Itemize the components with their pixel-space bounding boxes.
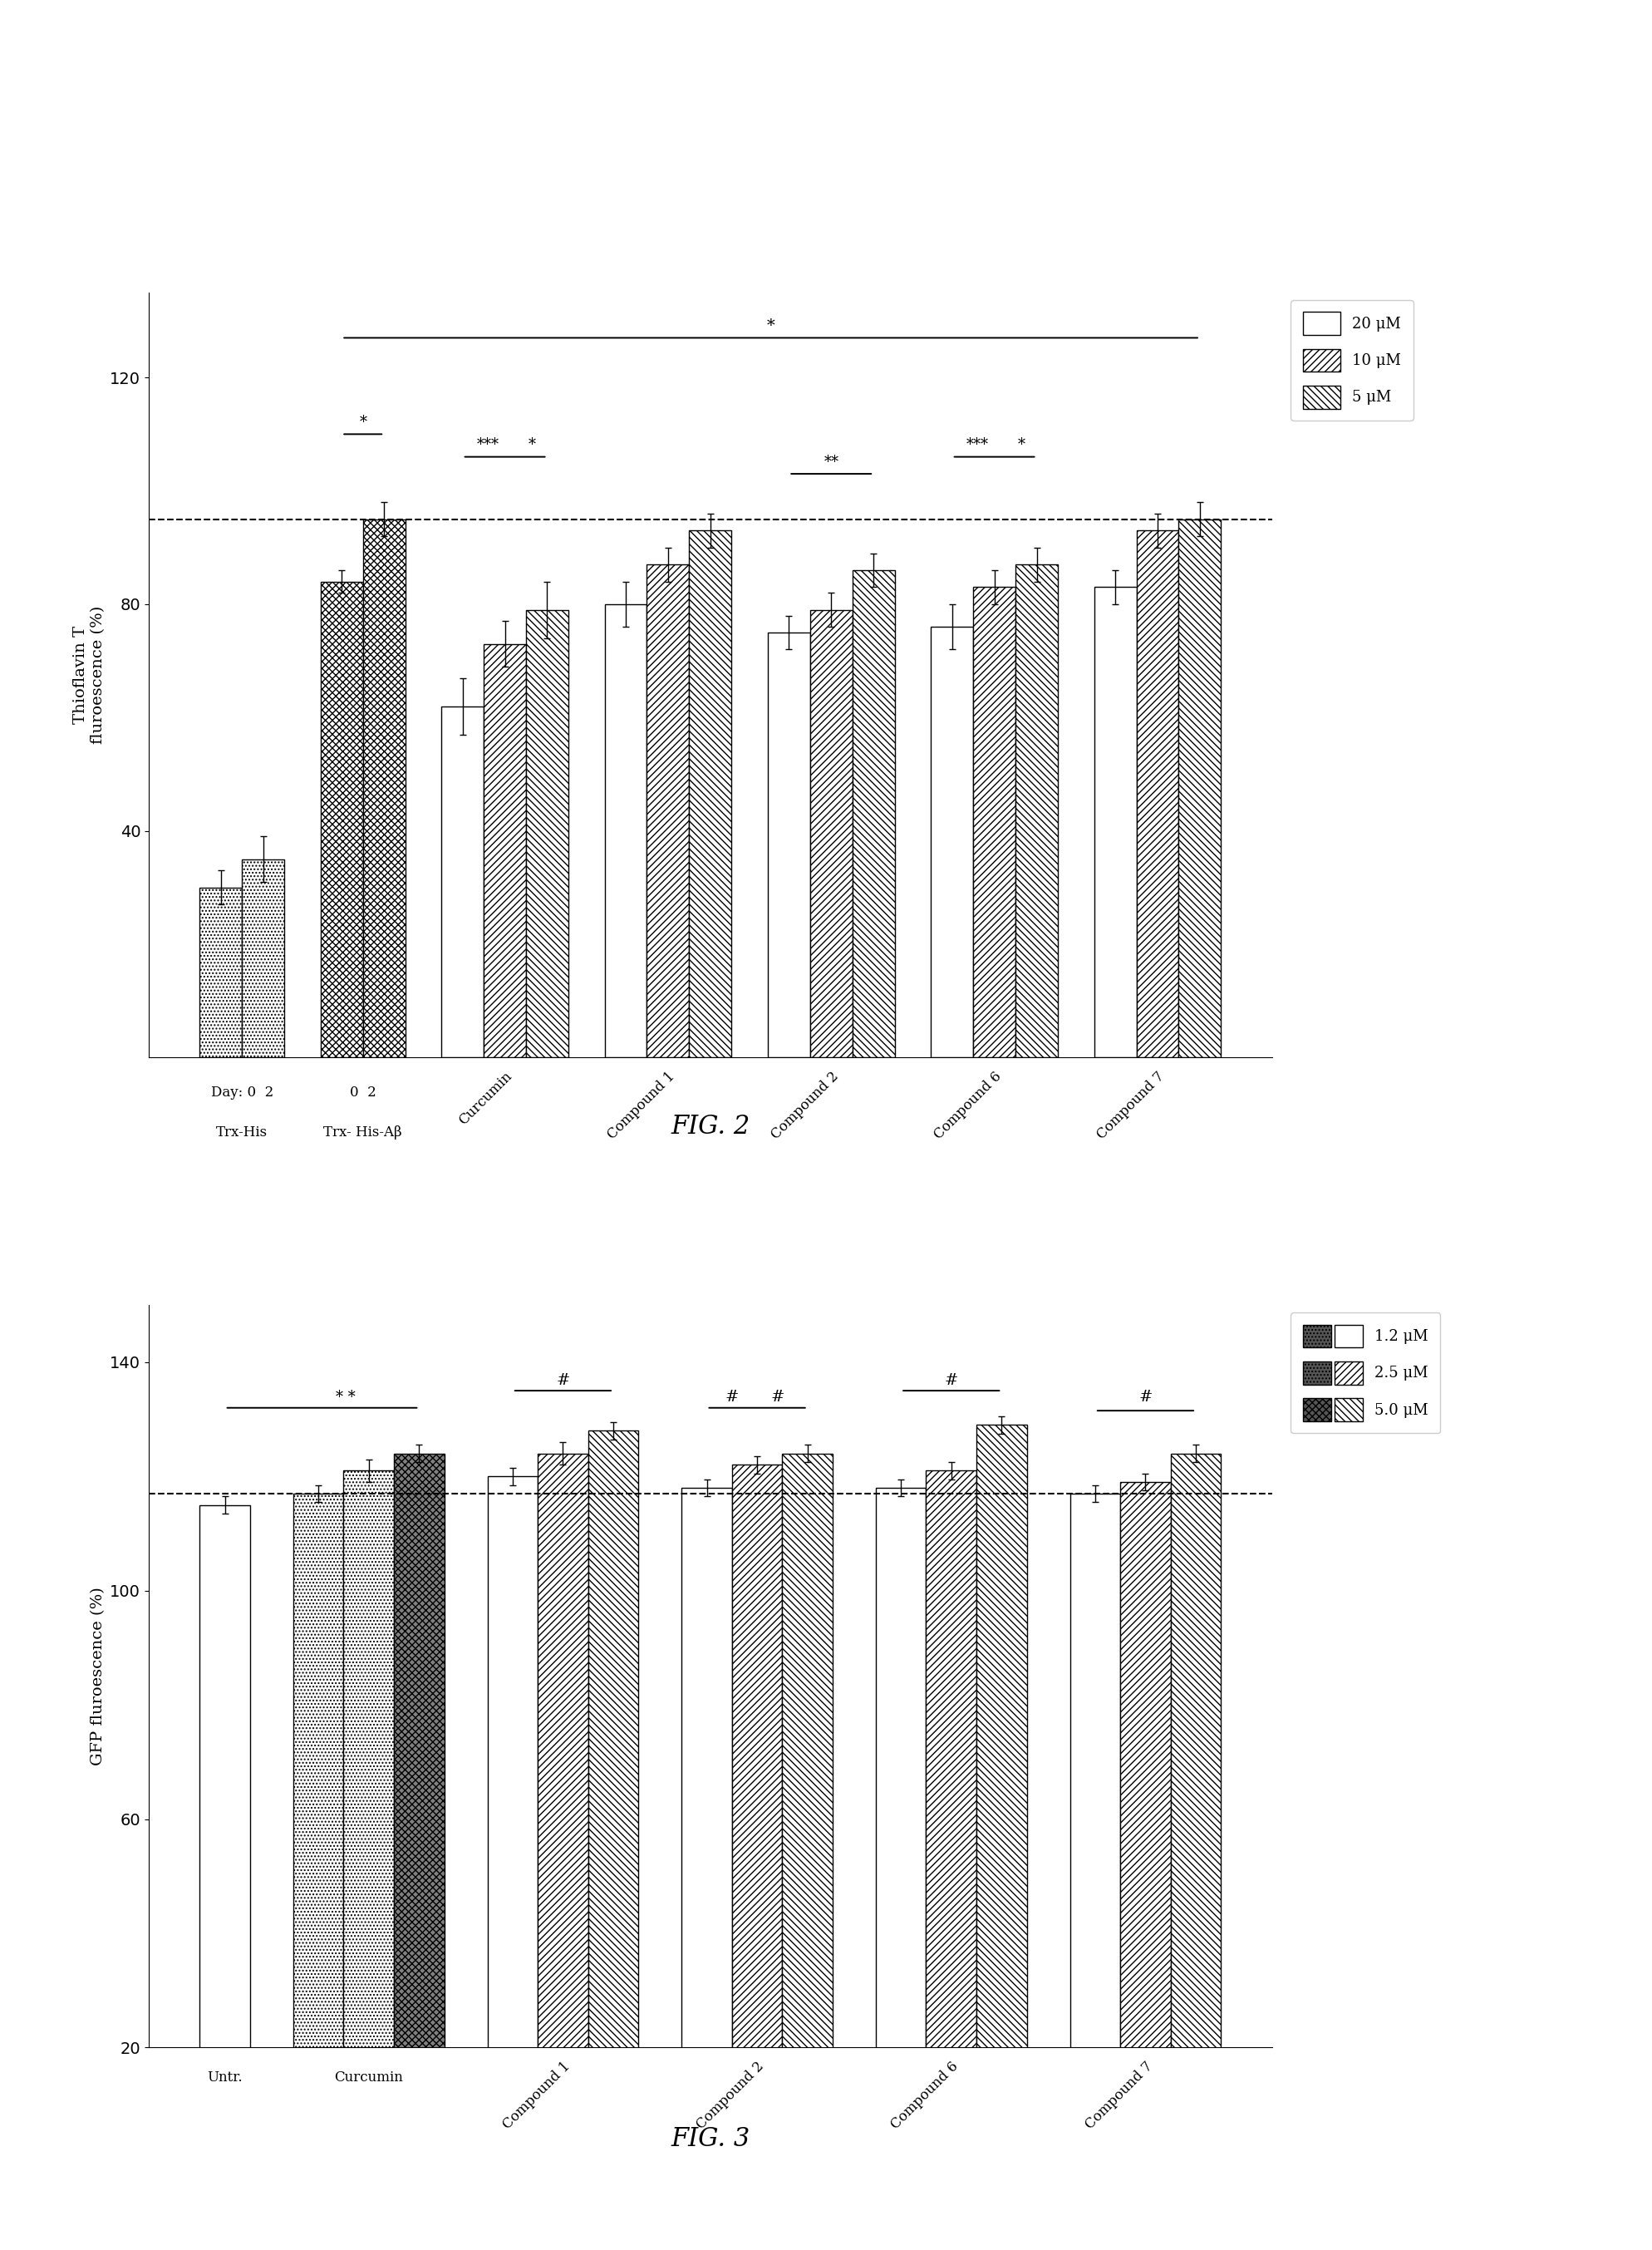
Text: *: * xyxy=(529,436,535,452)
Bar xyxy=(809,610,852,1058)
Bar xyxy=(1070,1494,1120,2162)
Text: ***: *** xyxy=(966,436,988,452)
Bar xyxy=(783,1454,833,2162)
Bar xyxy=(588,1431,638,2162)
Bar xyxy=(487,1476,539,2162)
Text: #: # xyxy=(557,1372,570,1388)
Text: Curcumin: Curcumin xyxy=(334,2070,403,2084)
Text: Compound 7: Compound 7 xyxy=(1095,1069,1168,1141)
Bar xyxy=(768,632,809,1058)
Bar xyxy=(441,706,484,1058)
Text: #: # xyxy=(770,1390,785,1404)
Text: Day: 0  2: Day: 0 2 xyxy=(211,1087,273,1100)
Text: Compound 2: Compound 2 xyxy=(768,1069,841,1141)
Text: Compound 7: Compound 7 xyxy=(1082,2059,1155,2131)
Text: #: # xyxy=(945,1372,958,1388)
Text: Trx- His-Aβ: Trx- His-Aβ xyxy=(324,1125,401,1141)
Text: Curcumin: Curcumin xyxy=(456,1069,515,1127)
Bar xyxy=(1171,1454,1221,2162)
Bar xyxy=(1137,531,1178,1058)
Bar xyxy=(1120,1483,1171,2162)
Text: Compound 1: Compound 1 xyxy=(501,2059,573,2131)
Bar xyxy=(525,610,568,1058)
Bar xyxy=(320,580,363,1058)
Text: FIG. 3: FIG. 3 xyxy=(671,2126,750,2151)
Text: Untr.: Untr. xyxy=(206,2070,243,2084)
Text: #: # xyxy=(725,1390,738,1404)
Bar xyxy=(605,605,648,1058)
Text: *: * xyxy=(1018,436,1026,452)
Bar xyxy=(484,643,525,1058)
Bar xyxy=(927,1472,976,2162)
Bar xyxy=(539,1454,588,2162)
Bar xyxy=(344,1472,393,2162)
Legend: 20 μM, 10 μM, 5 μM: 20 μM, 10 μM, 5 μM xyxy=(1290,299,1412,421)
Bar xyxy=(294,1494,344,2162)
Text: Compound 6: Compound 6 xyxy=(889,2059,961,2131)
Legend: 1.2 μM, 2.5 μM, 5.0 μM: 1.2 μM, 2.5 μM, 5.0 μM xyxy=(1290,1312,1441,1433)
Text: #: # xyxy=(1138,1390,1151,1404)
Bar xyxy=(932,628,973,1058)
Text: Compound 1: Compound 1 xyxy=(605,1069,677,1141)
Text: Trx-His: Trx-His xyxy=(216,1125,268,1141)
Y-axis label: Thioflavin T
fluroescence (%): Thioflavin T fluroescence (%) xyxy=(73,605,106,745)
Bar xyxy=(1094,587,1137,1058)
Text: 0  2: 0 2 xyxy=(350,1087,377,1100)
Bar xyxy=(732,1465,783,2162)
Text: *: * xyxy=(358,414,367,430)
Text: * *: * * xyxy=(335,1390,355,1404)
Bar xyxy=(973,587,1016,1058)
Bar xyxy=(852,569,895,1058)
Bar xyxy=(648,565,689,1058)
Bar xyxy=(1016,565,1057,1058)
Bar xyxy=(689,531,732,1058)
Bar xyxy=(976,1424,1028,2162)
Bar xyxy=(682,1487,732,2162)
Text: Compound 2: Compound 2 xyxy=(694,2059,767,2131)
Text: **: ** xyxy=(824,455,839,470)
Y-axis label: GFP fluroescence (%): GFP fluroescence (%) xyxy=(91,1586,106,1766)
Text: FIG. 2: FIG. 2 xyxy=(671,1114,750,1138)
Text: Compound 6: Compound 6 xyxy=(932,1069,1004,1141)
Bar xyxy=(200,886,243,1058)
Text: *: * xyxy=(767,317,775,333)
Bar xyxy=(393,1454,444,2162)
Bar xyxy=(200,1505,249,2162)
Bar xyxy=(876,1487,927,2162)
Bar xyxy=(243,860,284,1058)
Text: ***: *** xyxy=(477,436,499,452)
Bar xyxy=(1178,520,1221,1058)
Bar xyxy=(363,520,405,1058)
